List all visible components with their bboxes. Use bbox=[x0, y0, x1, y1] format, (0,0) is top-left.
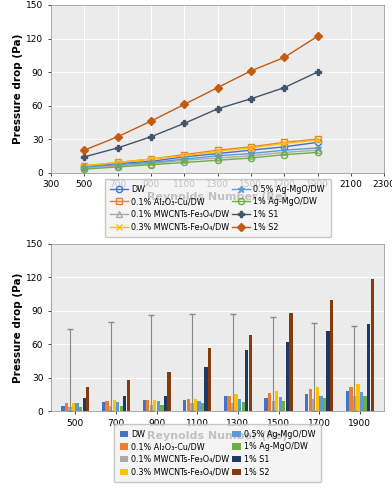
Bar bbox=[120, 406, 123, 411]
Bar bbox=[245, 350, 249, 411]
Bar bbox=[286, 342, 289, 411]
Bar bbox=[370, 280, 374, 411]
Bar bbox=[157, 401, 160, 411]
Bar bbox=[305, 394, 309, 411]
Bar bbox=[113, 400, 116, 411]
Bar bbox=[198, 401, 201, 411]
Bar bbox=[86, 386, 89, 411]
Bar bbox=[265, 398, 268, 411]
Bar bbox=[312, 399, 316, 411]
Bar bbox=[109, 406, 112, 411]
Bar bbox=[356, 384, 359, 411]
Bar bbox=[201, 404, 204, 411]
Bar bbox=[349, 386, 352, 411]
Bar bbox=[105, 401, 109, 411]
Bar bbox=[160, 404, 163, 411]
Bar bbox=[102, 402, 105, 411]
Bar bbox=[208, 348, 211, 411]
Bar bbox=[330, 300, 333, 411]
Bar bbox=[279, 396, 282, 411]
Bar bbox=[241, 402, 245, 411]
Bar bbox=[183, 400, 187, 411]
Bar bbox=[190, 404, 194, 411]
Legend: DW, 0.1% Al₂O₃-Cu/DW, 0.1% MWCNTs-Fe₃O₄/DW, 0.3% MWCNTs-Fe₃O₄/DW, 0.5% Ag-MgO/DW: DW, 0.1% Al₂O₃-Cu/DW, 0.1% MWCNTs-Fe₃O₄/… bbox=[114, 424, 321, 482]
Bar bbox=[72, 404, 75, 411]
Bar bbox=[289, 313, 292, 411]
Bar bbox=[316, 386, 319, 411]
X-axis label: Reynolds Number (Re): Reynolds Number (Re) bbox=[147, 430, 288, 440]
Bar bbox=[65, 404, 68, 411]
Bar bbox=[238, 399, 241, 411]
Bar bbox=[127, 380, 130, 411]
Bar bbox=[153, 400, 156, 411]
Bar bbox=[346, 391, 349, 411]
Bar bbox=[116, 402, 120, 411]
Bar bbox=[323, 398, 326, 411]
Bar bbox=[61, 406, 65, 411]
Bar bbox=[249, 336, 252, 411]
Bar bbox=[231, 404, 234, 411]
Bar bbox=[353, 396, 356, 411]
Bar bbox=[76, 404, 79, 411]
Bar bbox=[68, 407, 72, 411]
Bar bbox=[360, 392, 363, 411]
Bar bbox=[234, 394, 238, 411]
Bar bbox=[319, 396, 323, 411]
Bar bbox=[167, 372, 171, 411]
Bar bbox=[367, 324, 370, 411]
Bar bbox=[205, 366, 208, 411]
Y-axis label: Pressure drop (Pa): Pressure drop (Pa) bbox=[13, 272, 23, 382]
Y-axis label: Pressure drop (Pa): Pressure drop (Pa) bbox=[13, 34, 23, 144]
Bar bbox=[275, 391, 278, 411]
Bar bbox=[282, 401, 285, 411]
Bar bbox=[227, 396, 230, 411]
Bar bbox=[194, 399, 197, 411]
Bar bbox=[79, 407, 82, 411]
Bar bbox=[309, 389, 312, 411]
X-axis label: Reynolds Number (Re): Reynolds Number (Re) bbox=[147, 192, 288, 202]
Bar bbox=[363, 396, 367, 411]
Bar bbox=[150, 404, 153, 411]
Bar bbox=[187, 399, 190, 411]
Bar bbox=[123, 396, 127, 411]
Bar bbox=[164, 396, 167, 411]
Bar bbox=[268, 394, 271, 411]
Bar bbox=[272, 401, 275, 411]
Bar bbox=[224, 396, 227, 411]
Bar bbox=[327, 331, 330, 411]
Bar bbox=[83, 398, 86, 411]
Legend: DW, 0.1% Al₂O₃-Cu/DW, 0.1% MWCNTs-Fe₃O₄/DW, 0.3% MWCNTs-Fe₃O₄/DW, 0.5% Ag-MgO/DW: DW, 0.1% Al₂O₃-Cu/DW, 0.1% MWCNTs-Fe₃O₄/… bbox=[105, 179, 330, 237]
Bar bbox=[146, 400, 149, 411]
Bar bbox=[143, 400, 146, 411]
